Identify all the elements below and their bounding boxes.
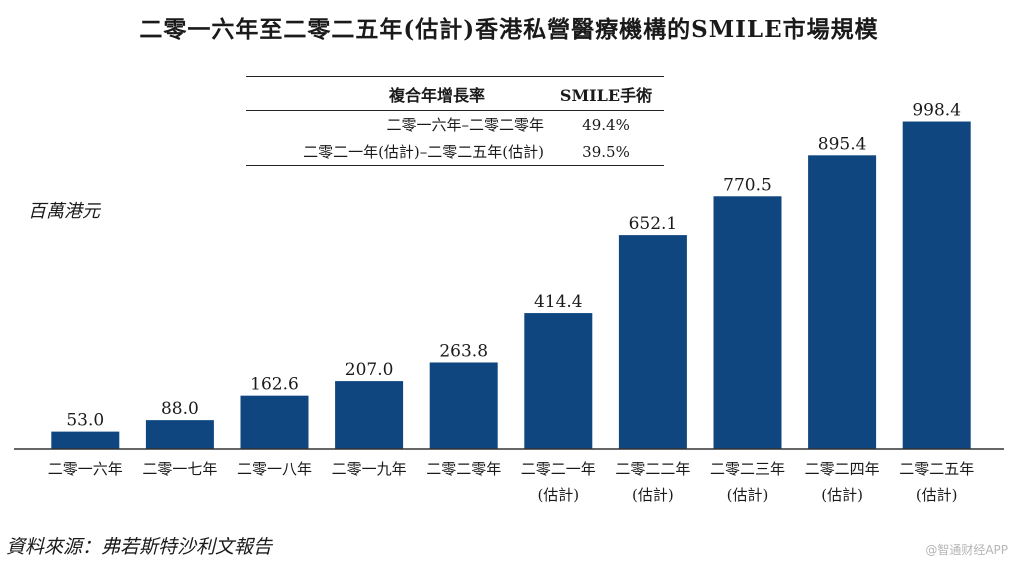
cagr-header-smile: SMILE手術: [559, 85, 653, 105]
x-tick-label: (估計): [537, 486, 579, 504]
data-label: 414.4: [534, 292, 583, 312]
data-label: 895.4: [818, 134, 867, 154]
x-tick-label: (估計): [916, 486, 958, 504]
x-tick-label: 二零二五年: [899, 460, 974, 478]
cagr-row: 二零二一年(估計)–二零二五年(估計) 39.5%: [246, 138, 664, 165]
x-tick-label: 二零二零年: [426, 460, 501, 478]
x-tick-label: 二零二四年: [805, 460, 880, 478]
x-tick-label: 二零一七年: [142, 460, 217, 478]
x-tick-label: 二零一六年: [48, 460, 123, 478]
data-label: 652.1: [629, 214, 678, 234]
data-label: 770.5: [723, 175, 772, 195]
source-note: 資料來源：弗若斯特沙利文報告: [6, 536, 273, 558]
data-label: 263.8: [439, 341, 488, 361]
bar: [145, 420, 214, 449]
x-tick-label: 二零二一年: [521, 460, 596, 478]
bar: [51, 431, 120, 449]
cagr-period: 二零二一年(估計)–二零二五年(估計): [303, 143, 544, 161]
data-label: 53.0: [66, 411, 104, 431]
data-label: 162.6: [250, 375, 299, 395]
cagr-period: 二零一六年–二零二零年: [386, 116, 544, 134]
x-tick-label: 二零一八年: [237, 460, 312, 478]
bar: [713, 196, 782, 449]
bar: [618, 235, 687, 449]
x-tick-label: (估計): [821, 486, 863, 504]
cagr-table-header: 複合年增長率 SMILE手術: [246, 77, 664, 111]
bar: [240, 395, 309, 449]
data-label: 998.4: [912, 101, 961, 121]
data-label: 207.0: [345, 360, 394, 380]
y-unit-label: 百萬港元: [28, 201, 100, 222]
cagr-value: 49.4%: [582, 115, 630, 134]
bar: [902, 121, 971, 449]
cagr-table: 複合年增長率 SMILE手術 二零一六年–二零二零年 49.4% 二零二一年(估…: [246, 76, 664, 166]
x-tick-label: 二零二三年: [710, 460, 785, 478]
bar: [335, 381, 404, 449]
watermark: @智通财经APP: [925, 543, 1008, 557]
bar: [524, 313, 593, 449]
chart-title: 二零一六年至二零二五年(估計)香港私營醫療機構的SMILE市場規模: [139, 16, 879, 43]
data-label: 88.0: [161, 399, 199, 419]
x-tick-label: 二零二二年: [615, 460, 690, 478]
bar: [808, 155, 877, 449]
x-tick-label: 二零一九年: [332, 460, 407, 478]
x-tick-label: (估計): [727, 486, 769, 504]
x-tick-label: (估計): [632, 486, 674, 504]
cagr-row: 二零一六年–二零二零年 49.4%: [246, 111, 664, 138]
cagr-header-label: 複合年增長率: [388, 85, 485, 105]
cagr-value: 39.5%: [582, 142, 630, 161]
bar: [429, 362, 498, 449]
